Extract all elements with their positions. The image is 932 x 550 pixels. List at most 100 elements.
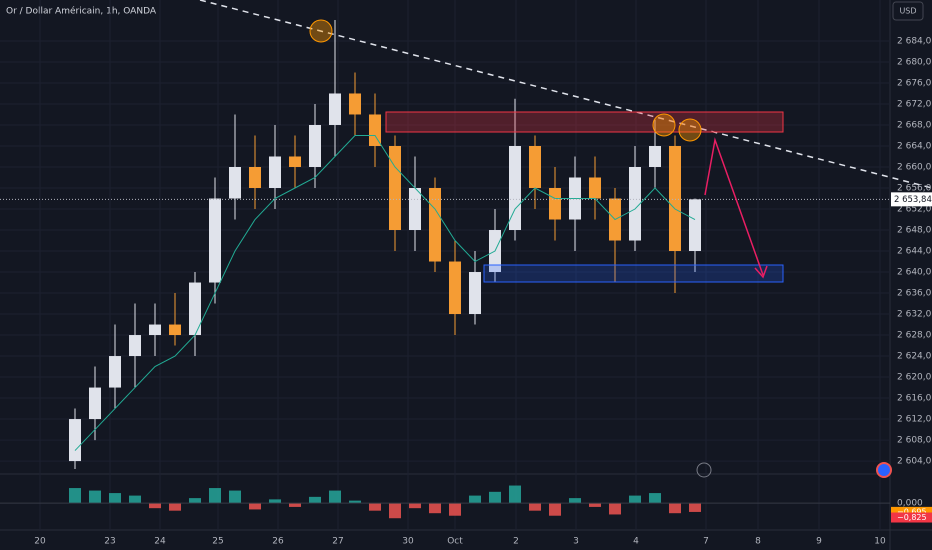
candle-body (309, 124, 321, 167)
candle-body (469, 272, 481, 315)
x-tick-label: 24 (154, 537, 166, 547)
candle-body (549, 188, 561, 220)
oscillator-bar (429, 503, 441, 514)
last-price-label: 2 653,840 (894, 195, 932, 205)
oscillator-bar (449, 503, 461, 516)
oscillator-bar (409, 503, 421, 509)
oscillator-bar (189, 498, 201, 504)
y-tick-label: 2 652,000 (897, 205, 932, 215)
x-tick-label: 20 (34, 537, 46, 547)
x-tick-label: 2 (513, 537, 519, 547)
candle-body (189, 282, 201, 336)
x-tick-label: 4 (633, 537, 639, 547)
projection-arrow[interactable] (704, 137, 764, 276)
highlight[interactable] (309, 19, 333, 43)
oscillator-bar (609, 503, 621, 515)
highlight[interactable] (678, 118, 702, 142)
oscillator-marker-label: −0,695 (897, 507, 927, 516)
y-tick-label: 2 668,000 (897, 120, 932, 130)
candle-body (389, 145, 401, 231)
y-tick-label: 2 644,000 (897, 247, 932, 257)
x-tick-label: 3 (573, 537, 579, 547)
candle-body (369, 114, 381, 146)
candle-body (289, 156, 301, 167)
x-tick-label: 26 (272, 537, 284, 547)
candle-body (89, 387, 101, 420)
x-tick-label: 30 (402, 537, 414, 547)
candle-body (209, 198, 221, 283)
oscillator-marker-box (891, 512, 932, 523)
y-tick-label: 2 636,000 (897, 289, 932, 299)
y-tick-label: 2 676,000 (897, 78, 932, 88)
currency[interactable]: USD (899, 7, 916, 16)
oscillator-bar (209, 488, 221, 504)
candle-body (649, 145, 661, 167)
oscillator-bar (129, 495, 141, 504)
x-tick-label: 23 (104, 537, 115, 547)
y-tick-label: 2 656,000 (897, 184, 932, 194)
oscillator-bar (309, 496, 321, 504)
alert-icon[interactable] (696, 462, 712, 478)
candle-body (629, 166, 641, 241)
candle-body (669, 145, 681, 252)
y-tick-label: 2 632,000 (897, 310, 932, 320)
oscillator-bar (169, 503, 181, 511)
currency-box[interactable] (892, 1, 924, 21)
candle-body (149, 324, 161, 336)
y-tick-label: 2 660,000 (897, 162, 932, 172)
candle-body (449, 261, 461, 315)
ema-line (74, 134, 696, 451)
y-tick-label: 2 620,000 (897, 373, 932, 383)
candle-body (509, 145, 521, 231)
oscillator-bar (569, 498, 581, 504)
candle-body (109, 356, 121, 388)
oscillator-bar (89, 490, 101, 504)
x-tick-label: 25 (212, 537, 223, 547)
y-tick-label: 2 612,000 (897, 415, 932, 425)
y-tick-label: 2 684,000 (897, 36, 932, 46)
last-price-box (891, 192, 932, 207)
y-tick-label: 2 640,000 (897, 268, 932, 278)
candle-body (129, 335, 141, 357)
oscillator-bar (69, 488, 81, 504)
resistance-zone[interactable] (385, 111, 784, 133)
x-tick-label: Oct (447, 537, 463, 547)
oscillator-marker-label: −0,825 (897, 513, 927, 522)
x-tick-label: 8 (755, 537, 761, 547)
oscillator-bar (229, 490, 241, 504)
flag-icon[interactable] (876, 462, 892, 478)
oscillator-marker-box (891, 506, 932, 517)
x-tick-label: 27 (332, 537, 343, 547)
oscillator-bar (509, 485, 521, 504)
x-tick-label: 9 (816, 537, 822, 547)
y-tick-label: 2 680,000 (897, 57, 932, 67)
oscillator-bar (389, 503, 401, 519)
y-tick-label: 2 624,000 (897, 352, 932, 362)
trendline[interactable] (199, 0, 932, 189)
oscillator-bar (469, 495, 481, 504)
y-tick-label: 2 616,000 (897, 394, 932, 404)
oscillator-bar (289, 503, 301, 507)
highlight[interactable] (652, 113, 676, 137)
support-zone[interactable] (483, 264, 784, 283)
oscillator-bar (149, 503, 161, 509)
candle-body (409, 188, 421, 231)
oscillator-bar (689, 503, 701, 512)
candle-body (529, 145, 541, 188)
oscillator-bar (629, 495, 641, 504)
candle-body (589, 177, 601, 199)
oscillator-bar (269, 499, 281, 504)
oscillator-bar (489, 491, 501, 504)
x-tick-label: 7 (703, 537, 709, 547)
y-tick-label: 2 608,000 (897, 436, 932, 446)
oscillator-bar (369, 503, 381, 511)
candle-body (329, 93, 341, 125)
annotations (199, 0, 932, 478)
oscillator-bar (529, 503, 541, 511)
oscillator-bar (649, 493, 661, 504)
candle-body (69, 419, 81, 462)
candle-body (349, 93, 361, 115)
oscillator-tick-label: 0,000 (897, 499, 923, 509)
